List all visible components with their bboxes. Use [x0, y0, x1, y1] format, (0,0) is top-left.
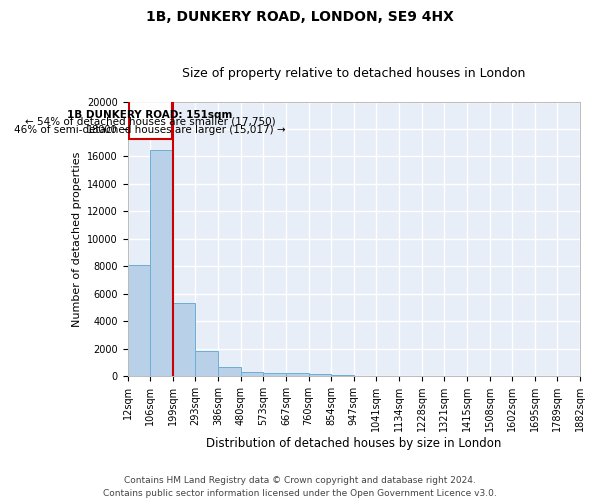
Text: 1B, DUNKERY ROAD, LONDON, SE9 4HX: 1B, DUNKERY ROAD, LONDON, SE9 4HX [146, 10, 454, 24]
Bar [128, 102, 172, 138]
X-axis label: Distribution of detached houses by size in London: Distribution of detached houses by size … [206, 437, 502, 450]
Bar [196, 351, 218, 376]
Bar [331, 375, 354, 376]
Text: Contains HM Land Registry data © Crown copyright and database right 2024.
Contai: Contains HM Land Registry data © Crown c… [103, 476, 497, 498]
Bar [263, 374, 286, 376]
Bar [308, 374, 331, 376]
Bar [241, 372, 263, 376]
Y-axis label: Number of detached properties: Number of detached properties [71, 151, 82, 326]
Text: 1B DUNKERY ROAD: 151sqm: 1B DUNKERY ROAD: 151sqm [67, 110, 233, 120]
Text: 46% of semi-detached houses are larger (15,017) →: 46% of semi-detached houses are larger (… [14, 125, 286, 135]
Bar [173, 304, 196, 376]
Text: ← 54% of detached houses are smaller (17,750): ← 54% of detached houses are smaller (17… [25, 116, 275, 126]
Bar [150, 150, 173, 376]
Title: Size of property relative to detached houses in London: Size of property relative to detached ho… [182, 66, 526, 80]
Bar [128, 265, 150, 376]
Bar [218, 366, 241, 376]
Bar [286, 374, 308, 376]
